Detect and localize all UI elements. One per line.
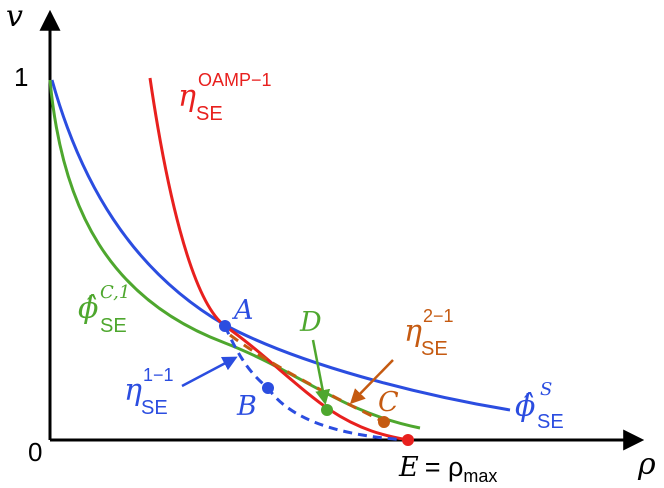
x-axis-label: ρ xyxy=(637,447,656,482)
eta2-dashed-curve xyxy=(229,333,385,424)
label-a: A xyxy=(231,295,254,326)
y-axis-label: v xyxy=(6,0,23,34)
eta1-pointer-arrow xyxy=(181,356,238,388)
label-b: B xyxy=(236,391,257,422)
svg-text:2−1: 2−1 xyxy=(423,306,454,326)
point-d xyxy=(321,404,333,416)
eta1-dashed-curve xyxy=(223,325,409,442)
point-c xyxy=(378,416,390,428)
label-eta1: η SE 1−1 xyxy=(124,365,174,419)
svg-text:SE: SE xyxy=(421,338,448,360)
label-phi-c1: ϕ̂ SE C,1 xyxy=(78,282,130,337)
label-c: C xyxy=(378,387,399,418)
phi-c1-curve xyxy=(48,79,421,430)
svg-text:E= ρmax: E = ρmax xyxy=(398,452,497,486)
oamp-curve xyxy=(148,77,409,442)
label-eta-oamp: η SE OAMP−1 xyxy=(178,70,272,125)
label-e-rho-max: E = ρmax xyxy=(398,452,497,486)
origin-label: 0 xyxy=(28,437,42,467)
svg-text:η: η xyxy=(404,314,422,349)
point-e xyxy=(402,434,414,446)
svg-text:ϕ̂: ϕ̂ xyxy=(78,291,98,326)
svg-text:η: η xyxy=(124,373,142,408)
svg-text:SE: SE xyxy=(100,315,127,337)
svg-text:η: η xyxy=(178,79,196,114)
y-tick-one: 1 xyxy=(14,62,28,92)
point-a xyxy=(219,320,231,332)
svg-text:1−1: 1−1 xyxy=(143,365,174,385)
d-pointer-arrow xyxy=(311,339,331,405)
svg-text:SE: SE xyxy=(141,397,168,419)
svg-text:S: S xyxy=(540,379,552,400)
svg-text:ϕ̂: ϕ̂ xyxy=(515,389,535,424)
svg-text:OAMP−1: OAMP−1 xyxy=(198,70,272,90)
svg-text:SE: SE xyxy=(196,103,223,125)
label-d: D xyxy=(299,307,322,338)
label-eta2: η SE 2−1 xyxy=(404,306,454,360)
eta2-pointer-arrow xyxy=(349,359,394,405)
point-b xyxy=(262,382,274,394)
phi-s-curve xyxy=(50,79,511,412)
svg-text:SE: SE xyxy=(537,411,564,433)
label-phi-s: ϕ̂ SE S xyxy=(515,379,564,433)
svg-text:C,1: C,1 xyxy=(100,282,130,303)
